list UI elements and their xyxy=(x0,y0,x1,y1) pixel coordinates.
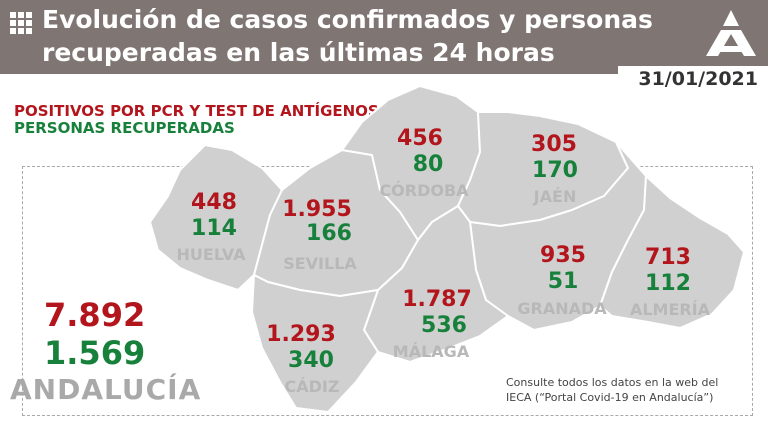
header-notch xyxy=(602,66,618,74)
grid-icon xyxy=(10,12,32,34)
total-positives: 7.892 xyxy=(44,296,146,334)
huelva-label: HUELVA xyxy=(176,245,246,264)
cordoba-label: CÓRDOBA xyxy=(379,181,469,200)
jaen-recovered: 170 xyxy=(532,158,578,183)
title-line-1: Evolución de casos confirmados y persona… xyxy=(42,5,653,34)
legend-recovered: PERSONAS RECUPERADAS xyxy=(14,119,235,137)
granada-recovered: 51 xyxy=(547,269,579,294)
cordoba-positives: 456 xyxy=(397,126,443,151)
malaga-recovered: 536 xyxy=(421,313,467,338)
sevilla-label: SEVILLA xyxy=(283,254,357,273)
jaen-label: JAÉN xyxy=(533,187,577,206)
date-tab xyxy=(618,66,768,94)
granada-positives: 935 xyxy=(540,243,586,268)
total-recovered: 1.569 xyxy=(44,334,146,372)
source-note: Consulte todos los datos en la web del I… xyxy=(506,375,722,405)
province-shape-huelva xyxy=(149,144,283,291)
cadiz-recovered: 340 xyxy=(288,348,334,373)
sevilla-recovered: 166 xyxy=(306,221,352,246)
almeria-recovered: 112 xyxy=(645,271,691,296)
huelva-recovered: 114 xyxy=(191,216,237,241)
granada-label: GRANADA xyxy=(517,299,607,318)
cordoba-recovered: 80 xyxy=(412,152,444,177)
cadiz-label: CÁDIZ xyxy=(284,377,340,396)
huelva-positives: 448 xyxy=(191,190,237,215)
cadiz-positives: 1.293 xyxy=(266,322,336,347)
malaga-label: MÁLAGA xyxy=(392,342,470,361)
report-date: 31/01/2021 xyxy=(638,68,758,90)
title-line-2: recuperadas en las últimas 24 horas xyxy=(42,38,555,67)
source-note-line-2: IECA (“Portal Covid-19 en Andalucía”) xyxy=(506,391,714,404)
junta-andalucia-logo-icon xyxy=(706,10,756,56)
almeria-label: ALMERÍA xyxy=(629,300,711,319)
legend-positives: POSITIVOS POR PCR Y TEST DE ANTÍGENOS xyxy=(14,102,379,120)
almeria-positives: 713 xyxy=(645,245,691,270)
province-shape-cadiz xyxy=(251,274,379,413)
page-title: Evolución de casos confirmados y persona… xyxy=(42,3,662,69)
malaga-positives: 1.787 xyxy=(402,287,472,312)
province-shape-almeria xyxy=(599,175,745,329)
source-note-line-1: Consulte todos los datos en la web del xyxy=(506,376,719,389)
jaen-positives: 305 xyxy=(531,132,577,157)
header-banner xyxy=(0,0,768,74)
sevilla-positives: 1.955 xyxy=(282,197,352,222)
region-label: ANDALUCÍA xyxy=(10,373,202,406)
